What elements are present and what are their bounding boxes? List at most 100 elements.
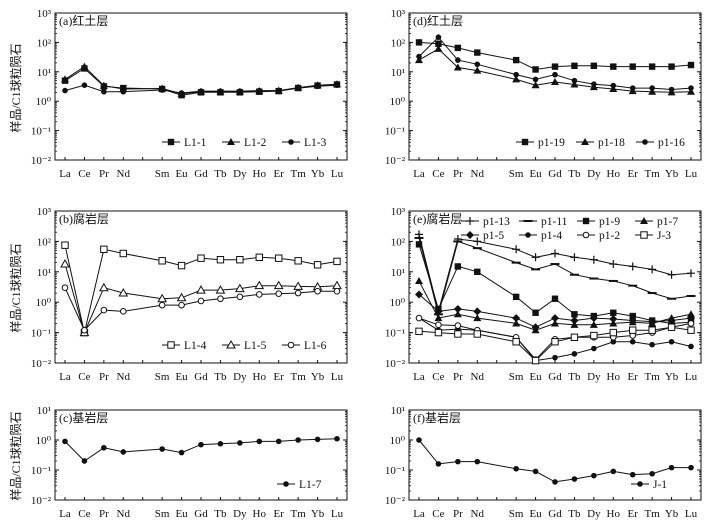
data-point	[609, 84, 618, 92]
x-tick-label: Ho	[253, 508, 267, 520]
data-point	[532, 309, 539, 316]
x-tick-label: Sm	[155, 371, 170, 383]
x-tick-label: Lu	[685, 371, 698, 383]
x-tick-label: Sm	[155, 168, 170, 180]
x-tick-label: Ho	[607, 371, 621, 383]
data-point	[275, 87, 282, 94]
data-point	[571, 77, 578, 84]
series-J-3	[415, 323, 695, 365]
legend-marker	[582, 231, 590, 239]
data-point	[512, 56, 520, 64]
data-point	[100, 245, 108, 253]
data-point	[551, 63, 559, 70]
y-tick-label: 10⁻¹	[385, 465, 405, 477]
legend: p1-13 p1-11 p1-9 p1-7 p1-5 p1-4 p1-2 J-3	[461, 216, 678, 242]
panel-title: (f)基岩层	[413, 410, 461, 425]
x-tick-label: Tm	[291, 168, 307, 180]
data-point	[668, 338, 675, 345]
data-point	[178, 90, 185, 96]
data-point	[275, 254, 283, 262]
data-point	[628, 262, 637, 271]
data-point	[159, 87, 165, 93]
data-point	[648, 317, 657, 326]
legend-marker	[582, 217, 590, 225]
data-point	[571, 62, 578, 69]
x-tick-label: Ce	[78, 371, 90, 383]
x-tick-label: Ce	[432, 168, 444, 180]
data-point	[81, 458, 88, 464]
data-point	[629, 312, 636, 320]
data-point	[415, 327, 423, 336]
x-tick-label: Nd	[117, 371, 131, 383]
data-point	[197, 254, 205, 262]
data-point	[215, 285, 226, 294]
legend-label: L1-3	[304, 137, 327, 149]
data-point	[628, 316, 637, 325]
data-point	[668, 86, 675, 93]
data-point	[571, 311, 578, 318]
x-tick-label: Ho	[607, 168, 621, 180]
series-J-1	[416, 437, 694, 485]
data-point	[687, 87, 695, 95]
x-tick-label: Nd	[117, 168, 131, 180]
legend-marker	[640, 217, 648, 224]
y-tick-label: 10²	[37, 236, 52, 248]
panel-c-ylabel: 样品/C1球粒陨石	[8, 411, 23, 500]
x-tick-label: Gd	[548, 371, 562, 383]
x-tick-label: Tm	[645, 508, 661, 520]
x-tick-label: La	[59, 508, 71, 520]
x-tick-label: Tb	[568, 371, 581, 383]
data-point	[62, 87, 68, 94]
x-tick-label: Er	[628, 371, 639, 383]
legend: p1-19 p1-18 p1-16	[516, 137, 685, 149]
data-point	[295, 437, 301, 443]
legend-label: p1-7	[657, 216, 678, 228]
legend-label: p1-18	[598, 137, 625, 149]
data-point	[513, 465, 519, 472]
y-tick-label: 10⁰	[390, 435, 406, 447]
x-tick-label: Sm	[509, 508, 524, 520]
x-tick-label: Tb	[214, 371, 227, 383]
data-point	[512, 314, 521, 323]
data-point	[333, 287, 341, 295]
x-tick-label: Er	[274, 371, 285, 383]
data-point	[314, 287, 321, 295]
data-point	[648, 265, 657, 274]
x-tick-label: Gd	[548, 168, 562, 180]
data-point	[62, 438, 68, 445]
data-point	[513, 71, 519, 78]
x-tick-label: Yb	[665, 371, 679, 383]
data-point	[512, 75, 521, 83]
x-tick-label: Pr	[453, 508, 463, 520]
y-tick-label: 10⁰	[36, 297, 52, 309]
data-point	[275, 290, 283, 298]
data-point	[649, 341, 655, 348]
x-tick-label: Dy	[587, 168, 601, 180]
x-tick-label: La	[413, 371, 425, 383]
data-point	[454, 330, 462, 338]
x-tick-label: Dy	[587, 508, 601, 520]
data-point	[455, 458, 461, 465]
data-point	[435, 321, 442, 329]
data-point	[294, 257, 302, 265]
chart-panel-e: 10⁻² 10⁻¹ 10⁰ 10¹ 10² 10³ La Ce Pr Nd Sm Eu Gd Tb Dy Ho…	[385, 206, 702, 383]
data-point	[254, 280, 265, 290]
y-tick-label: 10⁻²	[31, 155, 52, 167]
data-point	[334, 82, 340, 89]
data-point	[532, 66, 539, 73]
x-tick-label: Ce	[432, 508, 444, 520]
data-point	[473, 237, 482, 246]
y-tick-label: 10⁻²	[31, 495, 52, 507]
data-point	[629, 326, 637, 334]
x-tick-label: Ho	[253, 168, 267, 180]
data-point	[237, 440, 243, 446]
x-tick-label: Sm	[509, 371, 524, 383]
data-point	[434, 44, 443, 52]
data-point	[589, 255, 598, 264]
x-tick-label: Nd	[471, 168, 485, 180]
x-tick-label: Gd	[194, 371, 208, 383]
panel-b-ylabel: 样品/C1球粒陨石	[8, 243, 23, 332]
data-point	[552, 479, 558, 485]
data-point	[295, 85, 301, 91]
data-point	[198, 88, 204, 94]
